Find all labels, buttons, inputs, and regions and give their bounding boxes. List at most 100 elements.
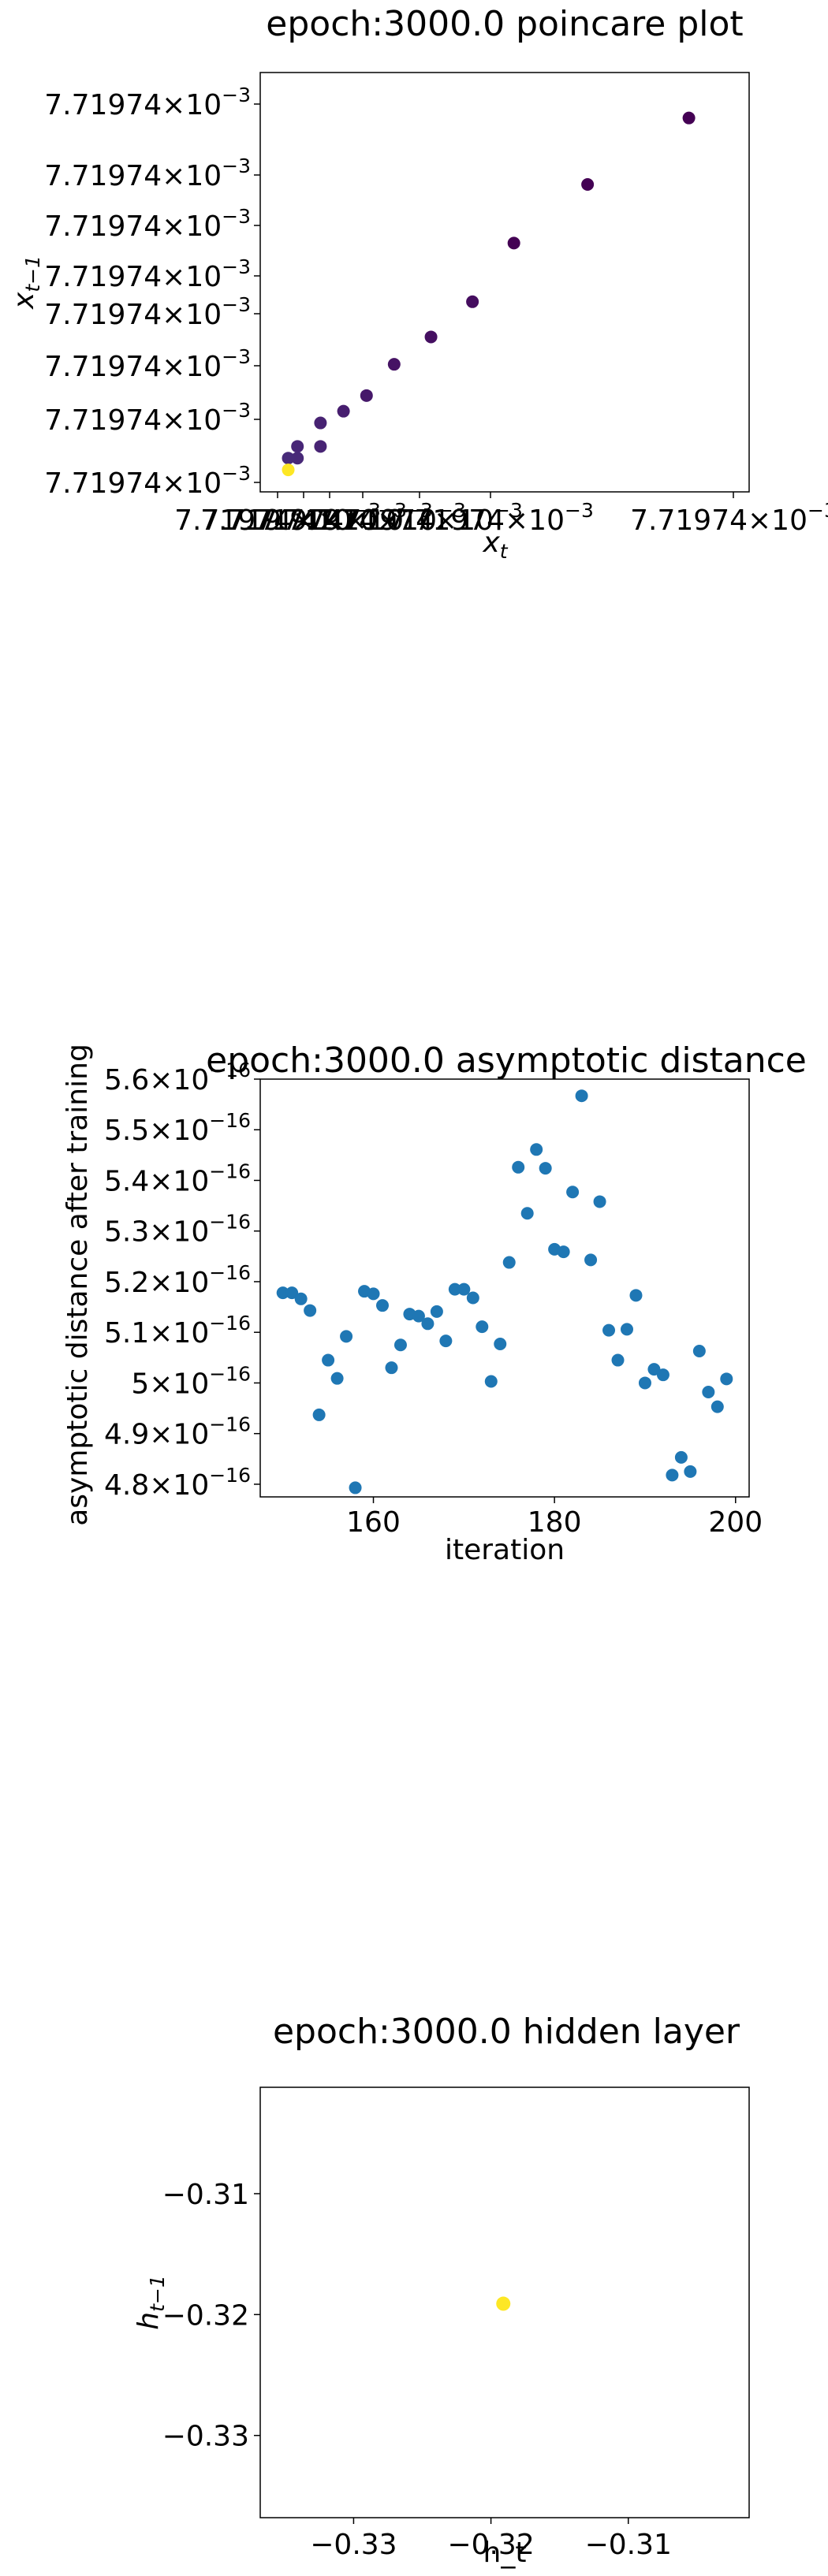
data-point (539, 1162, 552, 1175)
data-point (291, 452, 304, 465)
plot-frame (259, 1078, 750, 1498)
data-point (340, 1330, 353, 1343)
data-point (367, 1287, 380, 1301)
y-tick-label: −0.32 (162, 2299, 249, 2332)
data-point (312, 1408, 326, 1421)
data-point (621, 1323, 633, 1336)
plot-frame (259, 72, 750, 493)
y-tick-label: 5.2×10−16 (104, 1261, 251, 1299)
data-point (496, 2296, 511, 2311)
data-point (692, 1344, 706, 1357)
data-points (282, 111, 696, 477)
data-point (557, 1245, 570, 1259)
data-point (424, 330, 438, 344)
data-point (330, 1372, 344, 1385)
y-axis-label: asymptotic distance after training (62, 1044, 94, 1526)
x-axis-label: iteration (445, 1534, 565, 1566)
y-tick-label: 4.9×10−16 (104, 1413, 251, 1451)
y-tick-label: 5.4×10−16 (104, 1160, 251, 1197)
x-tick-label: 7.71974×10−3 (226, 499, 433, 537)
data-point (629, 1289, 643, 1302)
plot-frame (259, 2086, 750, 2518)
data-point (349, 1481, 362, 1495)
data-point (285, 1286, 299, 1300)
data-point (502, 1256, 516, 1269)
data-point (720, 1372, 733, 1386)
data-points (496, 2296, 511, 2311)
data-point (360, 389, 373, 402)
asymptotic-distance-chart: epoch:3000.0 asymptotic distance 4.8×10−… (62, 1040, 807, 1566)
x-axis: −0.33 −0.32 −0.31 (310, 2518, 672, 2561)
x-tick-label: −0.33 (310, 2529, 397, 2561)
data-point (530, 1143, 543, 1156)
data-point (430, 1305, 443, 1318)
data-point (291, 440, 304, 453)
data-point (647, 1363, 661, 1376)
y-tick-label: 5.3×10−16 (104, 1211, 251, 1249)
x-tick-label: −0.31 (585, 2529, 672, 2561)
data-point (638, 1376, 651, 1390)
data-point (507, 236, 520, 250)
data-point (314, 416, 327, 430)
chart-title: epoch:3000.0 asymptotic distance (206, 1040, 807, 1081)
data-point (448, 1282, 461, 1296)
data-point (584, 1253, 598, 1267)
data-point (575, 1089, 588, 1103)
y-tick-label: 7.71974×10−3 (44, 399, 251, 437)
y-tick-label: 7.71974×10−3 (44, 255, 251, 293)
data-point (439, 1335, 453, 1348)
data-point (294, 1292, 308, 1305)
data-point (457, 1282, 471, 1296)
data-point (337, 404, 350, 418)
data-point (387, 358, 401, 371)
data-point (666, 1469, 679, 1482)
data-point (466, 1291, 479, 1305)
data-point (484, 1375, 498, 1388)
data-point (684, 1465, 697, 1478)
x-axis: 7.71974×10−37.71974×10−37.71974×10−37.71… (174, 492, 828, 537)
x-axis-label: h_t (483, 2537, 527, 2569)
y-tick-label: 5.5×10−16 (104, 1109, 251, 1147)
data-point (593, 1195, 606, 1208)
data-point (494, 1337, 507, 1350)
data-point (512, 1160, 525, 1174)
data-point (476, 1320, 489, 1334)
data-point (421, 1317, 435, 1331)
x-tick-label: 7.71974×10−3 (259, 499, 466, 537)
data-point (314, 440, 327, 453)
chart-title: epoch:3000.0 poincare plot (266, 4, 743, 44)
x-tick-label: −0.32 (447, 2529, 534, 2561)
data-point (385, 1361, 398, 1375)
y-tick-label: 7.71974×10−3 (44, 205, 251, 243)
data-point (376, 1299, 389, 1312)
data-point (520, 1207, 534, 1220)
y-axis-label: xt−1 (8, 255, 44, 310)
y-tick-label: 5×10−16 (131, 1362, 251, 1400)
data-point (412, 1309, 425, 1323)
y-tick-label: 7.71974×10−3 (44, 293, 251, 331)
y-tick-label: 7.71974×10−3 (44, 462, 251, 500)
data-point (282, 463, 295, 477)
poincare-plot-chart: epoch:3000.0 poincare plot 7.71974×10−37… (8, 4, 828, 563)
data-point (304, 1304, 317, 1317)
y-axis: 7.71974×10−37.71974×10−37.71974×10−37.71… (44, 84, 260, 500)
y-axis: 4.8×10−16 4.9×10−16 5×10−16 5.1×10−16 5.2×10… (104, 1059, 260, 1502)
x-tick-label: 7.71974×10−3 (630, 499, 828, 537)
data-point (393, 1338, 407, 1352)
x-axis-label: xt (482, 527, 508, 563)
data-point (711, 1400, 724, 1413)
y-tick-label: 7.71974×10−3 (44, 154, 251, 192)
x-tick-label: 7.71974×10−3 (387, 499, 594, 537)
data-point (602, 1323, 616, 1337)
x-tick-label: 200 (708, 1506, 763, 1539)
data-points (276, 1089, 733, 1495)
y-tick-label: 7.71974×10−3 (44, 84, 251, 121)
data-point (674, 1450, 688, 1464)
hidden-layer-chart: epoch:3000.0 hidden layer −0.31−0.32−0.3… (132, 2012, 750, 2569)
data-point (566, 1186, 580, 1199)
x-tick-label: 160 (346, 1506, 401, 1539)
data-point (276, 1286, 289, 1300)
data-point (682, 111, 696, 125)
y-tick-label: 5.1×10−16 (104, 1312, 251, 1349)
